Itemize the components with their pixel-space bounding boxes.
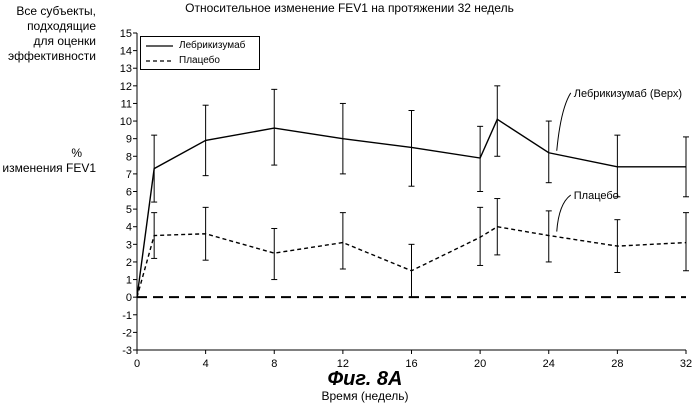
y-tick-label: 4	[126, 222, 132, 234]
lebrikizumab-annotation: Лебрикизумаб (Верх)	[574, 88, 682, 100]
legend-item-lebrikizumab: Лебрикизумаб	[145, 39, 255, 53]
x-tick-label: 28	[611, 358, 623, 370]
y-tick-label: 9	[126, 134, 132, 146]
x-tick-label: 32	[680, 358, 692, 370]
x-tick-label: 16	[405, 358, 417, 370]
x-axis-label: Время (недель)	[321, 389, 409, 403]
placebo-leader-line	[556, 194, 572, 232]
population-label-line-1: Все субъекты,	[16, 4, 96, 18]
y-tick-label: 6	[126, 187, 132, 199]
legend-label-lebrikizumab: Лебрикизумаб	[179, 40, 246, 51]
error-bars	[151, 85, 689, 298]
placebo-annotation: Плацебо	[574, 190, 619, 202]
y-tick-label: 10	[120, 116, 132, 128]
y-tick-label: -3	[122, 345, 132, 357]
x-tick-label: 8	[271, 358, 277, 370]
y-axis-label-line-2: изменения FEV1	[2, 161, 96, 175]
figure-caption: Фиг. 8А	[327, 368, 403, 390]
y-tick-label: 8	[126, 151, 132, 163]
legend: Лебрикизумаб Плацебо	[140, 36, 260, 70]
y-tick-label: 2	[126, 257, 132, 269]
population-label-line-3: для оценки	[33, 34, 96, 48]
population-label-line-2: подходящие	[27, 19, 96, 33]
y-tick-label: 7	[126, 169, 132, 181]
legend-solid-line-icon	[146, 45, 173, 47]
y-tick-label: 11	[121, 98, 132, 110]
y-tick-label: 13	[120, 63, 132, 75]
population-label-line-4: эффективности	[7, 49, 96, 63]
legend-item-placebo: Плацебо	[145, 54, 255, 68]
x-tick-label: 24	[543, 358, 555, 370]
y-tick-label: -2	[122, 327, 132, 339]
y-tick-label: 12	[120, 81, 132, 93]
y-axis-label: % изменения FEV1	[0, 146, 96, 176]
x-tick-label: 12	[337, 358, 349, 370]
y-tick-label: 0	[126, 292, 132, 304]
population-label: Все субъекты, подходящие для оценки эффе…	[0, 4, 96, 64]
x-tick-label: 0	[134, 358, 140, 370]
y-axis-label-line-1: %	[71, 146, 82, 160]
y-tick-label: -1	[122, 310, 132, 322]
y-tick-label: 15	[120, 28, 132, 40]
series-annotations: Лебрикизумаб (Верх) Плацебо	[556, 88, 682, 232]
x-tick-label: 4	[203, 358, 209, 370]
legend-label-placebo: Плацебо	[179, 55, 220, 66]
y-tick-label: 5	[126, 204, 132, 216]
y-tick-label: 1	[126, 275, 132, 287]
lebrikizumab-leader-line	[556, 92, 572, 151]
legend-dashed-line-icon	[146, 60, 173, 62]
x-tick-label: 20	[474, 358, 486, 370]
y-tick-label: 3	[126, 239, 132, 251]
chart-title: Относительное изменение FEV1 на протяжен…	[185, 1, 514, 15]
y-tick-label: 14	[120, 46, 132, 58]
